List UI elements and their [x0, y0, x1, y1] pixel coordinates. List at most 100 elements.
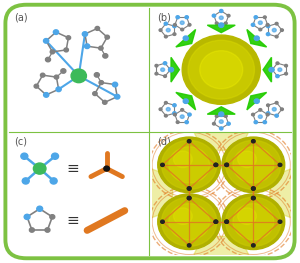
- Circle shape: [275, 102, 278, 104]
- Circle shape: [188, 187, 191, 190]
- Circle shape: [285, 64, 287, 67]
- Circle shape: [169, 68, 173, 72]
- Circle shape: [34, 84, 39, 88]
- Circle shape: [263, 121, 266, 124]
- Circle shape: [169, 204, 210, 240]
- Circle shape: [212, 14, 216, 17]
- Circle shape: [163, 62, 167, 65]
- Circle shape: [45, 228, 50, 232]
- Circle shape: [37, 206, 43, 211]
- Circle shape: [71, 69, 86, 83]
- Circle shape: [166, 108, 170, 111]
- Circle shape: [215, 22, 218, 24]
- Polygon shape: [207, 107, 235, 114]
- Circle shape: [266, 113, 269, 116]
- Circle shape: [112, 82, 118, 87]
- Circle shape: [183, 99, 188, 103]
- Circle shape: [188, 113, 191, 116]
- Circle shape: [263, 16, 266, 18]
- Circle shape: [103, 100, 107, 104]
- Circle shape: [214, 163, 218, 166]
- Circle shape: [222, 194, 285, 250]
- Circle shape: [258, 21, 262, 24]
- Circle shape: [254, 36, 259, 41]
- Polygon shape: [247, 92, 267, 110]
- Circle shape: [193, 100, 250, 150]
- Circle shape: [105, 35, 110, 39]
- Circle shape: [159, 108, 162, 110]
- Circle shape: [103, 54, 108, 58]
- Text: ≡: ≡: [67, 161, 80, 176]
- Circle shape: [188, 244, 191, 247]
- Circle shape: [219, 23, 224, 27]
- Circle shape: [226, 197, 281, 246]
- Circle shape: [173, 104, 176, 107]
- Text: ≡: ≡: [67, 213, 80, 228]
- Circle shape: [285, 72, 287, 75]
- Circle shape: [275, 35, 278, 38]
- Circle shape: [22, 178, 29, 184]
- Circle shape: [164, 114, 167, 117]
- Circle shape: [93, 92, 97, 95]
- Circle shape: [280, 108, 283, 110]
- Circle shape: [259, 28, 262, 31]
- Circle shape: [225, 220, 229, 223]
- Circle shape: [251, 140, 255, 143]
- Circle shape: [173, 25, 176, 28]
- Circle shape: [29, 228, 34, 232]
- Circle shape: [276, 62, 279, 64]
- Circle shape: [164, 75, 166, 77]
- Circle shape: [181, 109, 184, 111]
- Circle shape: [251, 187, 255, 190]
- Circle shape: [266, 112, 270, 115]
- Circle shape: [212, 123, 215, 125]
- Circle shape: [181, 28, 184, 31]
- Circle shape: [155, 72, 158, 75]
- Circle shape: [54, 75, 59, 79]
- Circle shape: [33, 163, 46, 174]
- Circle shape: [164, 22, 168, 25]
- Circle shape: [215, 115, 218, 117]
- Circle shape: [226, 140, 281, 189]
- Circle shape: [183, 36, 188, 41]
- Circle shape: [266, 24, 269, 26]
- Circle shape: [193, 236, 250, 263]
- Circle shape: [44, 39, 49, 43]
- Circle shape: [254, 99, 259, 103]
- Circle shape: [220, 9, 223, 12]
- Circle shape: [82, 32, 88, 36]
- Circle shape: [115, 94, 120, 99]
- Circle shape: [224, 22, 227, 24]
- Circle shape: [176, 16, 179, 19]
- Text: (d): (d): [157, 136, 171, 146]
- Circle shape: [272, 108, 276, 111]
- Circle shape: [225, 163, 229, 166]
- Circle shape: [225, 220, 229, 223]
- Circle shape: [164, 102, 167, 104]
- Circle shape: [188, 24, 191, 26]
- Circle shape: [251, 196, 255, 200]
- Polygon shape: [263, 57, 272, 82]
- Circle shape: [225, 163, 229, 166]
- Circle shape: [254, 121, 257, 124]
- Circle shape: [271, 68, 274, 71]
- Circle shape: [188, 196, 191, 200]
- Circle shape: [169, 68, 172, 71]
- Circle shape: [276, 75, 279, 78]
- Circle shape: [278, 68, 282, 72]
- Text: (c): (c): [15, 136, 28, 146]
- Circle shape: [173, 33, 176, 36]
- Circle shape: [233, 147, 274, 183]
- Circle shape: [50, 178, 57, 184]
- Circle shape: [61, 69, 66, 73]
- Circle shape: [161, 197, 217, 246]
- Circle shape: [159, 29, 162, 31]
- Circle shape: [40, 73, 45, 77]
- Circle shape: [104, 166, 110, 171]
- Circle shape: [158, 137, 220, 193]
- Circle shape: [267, 104, 269, 107]
- Polygon shape: [247, 29, 267, 47]
- Circle shape: [219, 16, 223, 19]
- Circle shape: [180, 21, 184, 24]
- Circle shape: [164, 35, 167, 38]
